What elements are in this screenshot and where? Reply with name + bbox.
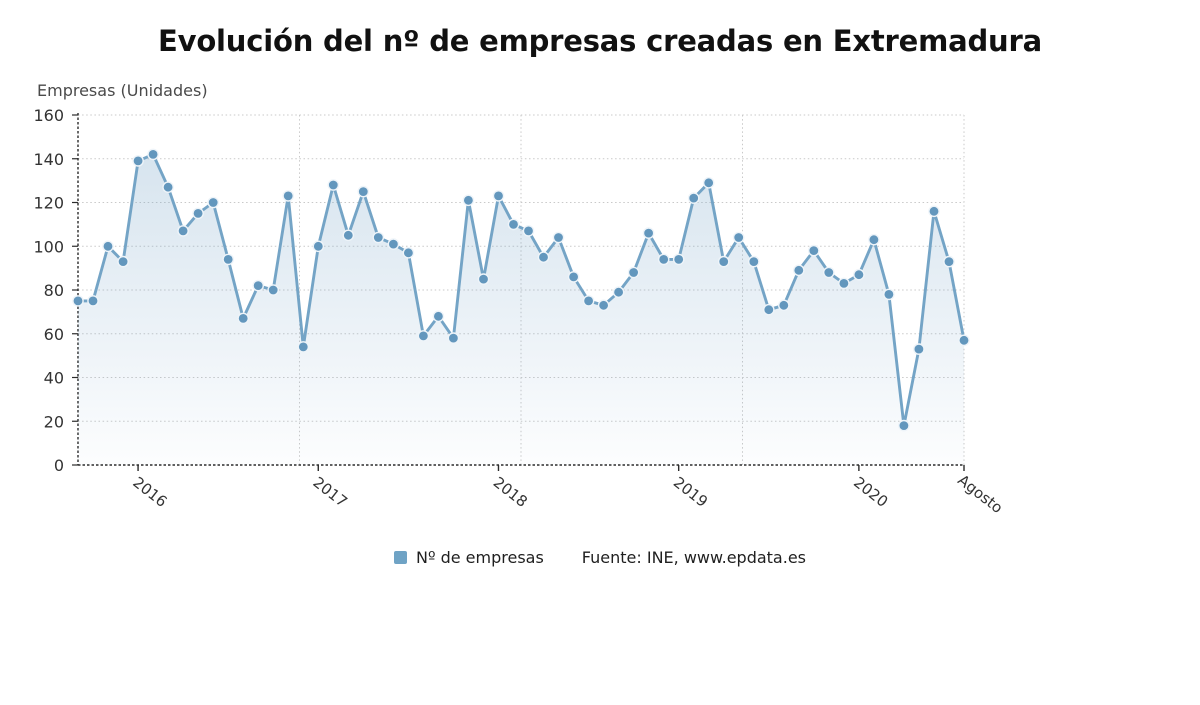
data-point	[672, 253, 685, 266]
legend-item[interactable]: Nº de empresas	[393, 548, 544, 567]
data-point	[372, 231, 385, 244]
data-point	[642, 227, 655, 239]
svg-text:2018: 2018	[490, 473, 531, 511]
x-tick-labels: 2016 2017 2018 2019 2020 Agosto	[129, 465, 1006, 517]
data-point	[102, 240, 114, 253]
data-point	[808, 244, 820, 257]
data-point	[687, 192, 700, 204]
data-point	[507, 218, 520, 231]
svg-text:2019: 2019	[670, 473, 711, 511]
data-point	[222, 253, 234, 266]
data-point	[898, 419, 910, 432]
data-point-markers	[72, 148, 970, 432]
data-point	[117, 255, 129, 268]
data-point	[387, 238, 400, 250]
svg-text:80: 80	[44, 281, 64, 300]
svg-text:60: 60	[44, 325, 64, 344]
data-point	[402, 246, 415, 259]
data-point	[732, 231, 745, 244]
area-fill	[78, 154, 964, 465]
data-point	[282, 190, 295, 202]
data-point	[597, 299, 610, 312]
data-point	[132, 155, 144, 167]
y-tick-labels: 0 20 40 60 80 100 120 140 160	[33, 106, 78, 475]
data-point	[763, 303, 775, 316]
data-point	[657, 253, 670, 266]
svg-text:0: 0	[54, 456, 64, 475]
data-point	[177, 225, 189, 237]
data-point	[357, 185, 370, 198]
svg-text:40: 40	[44, 369, 64, 388]
data-point	[883, 288, 895, 301]
svg-text:Agosto: Agosto	[954, 471, 1006, 517]
data-point	[72, 295, 84, 307]
data-point	[537, 251, 550, 264]
data-point	[838, 277, 850, 290]
data-point	[627, 266, 640, 279]
data-point	[778, 299, 790, 312]
data-point	[913, 343, 925, 355]
data-point	[853, 268, 865, 281]
y-axis-title: Empresas (Unidades)	[37, 81, 208, 100]
svg-text:160: 160	[33, 106, 64, 125]
legend-swatch	[393, 551, 407, 564]
svg-text:2016: 2016	[129, 473, 170, 511]
data-point	[207, 196, 219, 209]
data-point	[312, 240, 325, 253]
data-point	[943, 255, 955, 268]
data-point	[462, 194, 475, 207]
data-point	[552, 231, 565, 244]
data-point	[582, 295, 595, 307]
data-point	[147, 148, 159, 161]
data-point	[87, 295, 99, 307]
data-point	[522, 225, 535, 237]
data-point	[162, 181, 174, 193]
svg-text:100: 100	[33, 237, 64, 256]
svg-text:2017: 2017	[310, 473, 351, 511]
svg-text:20: 20	[44, 412, 64, 431]
data-point	[297, 341, 310, 353]
page-title: Evolución del nº de empresas creadas en …	[158, 24, 1042, 58]
data-point	[327, 179, 340, 191]
data-point	[567, 271, 580, 283]
data-point	[447, 332, 460, 344]
legend: Nº de empresas Fuente: INE, www.epdata.e…	[0, 548, 1200, 567]
data-point	[868, 233, 880, 246]
svg-text:120: 120	[33, 194, 64, 213]
data-point	[793, 264, 805, 277]
data-point	[823, 266, 835, 279]
data-point	[702, 176, 715, 189]
data-point	[342, 229, 355, 242]
legend-label: Nº de empresas	[415, 548, 544, 567]
data-point	[928, 205, 940, 218]
data-point	[237, 312, 249, 325]
data-point	[267, 284, 280, 296]
svg-text:2020: 2020	[850, 473, 891, 511]
data-point	[417, 330, 430, 342]
svg-text:140: 140	[33, 150, 64, 169]
data-point	[477, 273, 490, 285]
data-point	[748, 255, 760, 268]
data-point	[192, 207, 204, 220]
data-point	[717, 255, 730, 268]
data-point	[492, 190, 505, 202]
data-point	[252, 279, 265, 292]
data-point	[432, 310, 445, 323]
data-point	[958, 334, 970, 347]
data-point	[612, 286, 625, 299]
source-text: Fuente: INE, www.epdata.es	[581, 548, 806, 567]
